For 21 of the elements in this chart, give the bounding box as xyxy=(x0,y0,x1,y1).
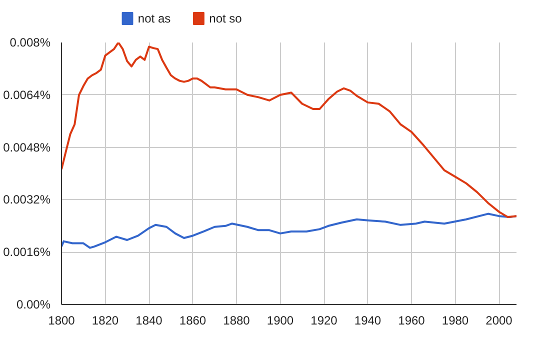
line-series xyxy=(62,42,516,218)
y-tick-label: 0.0064% xyxy=(3,88,51,102)
y-tick-label: 0.008% xyxy=(10,36,51,50)
x-tick-label: 1880 xyxy=(223,314,250,328)
x-tick-label: 1940 xyxy=(354,314,382,328)
x-tick-label: 2000 xyxy=(486,314,513,328)
x-tick-label: 1900 xyxy=(266,314,294,328)
x-tick-label: 1980 xyxy=(442,314,469,328)
x-tick-label: 1800 xyxy=(48,314,76,328)
line-series xyxy=(62,212,516,249)
x-tick-label: 1920 xyxy=(310,314,338,328)
y-tick-label: 0.00% xyxy=(16,298,51,312)
y-tick-label: 0.0032% xyxy=(3,192,51,207)
legend-label: not so xyxy=(209,12,242,26)
x-tick-label: 1960 xyxy=(398,314,426,328)
y-tick-label: 0.0048% xyxy=(3,140,51,154)
x-tick-label: 1840 xyxy=(136,314,163,328)
x-tick-label: 1860 xyxy=(179,314,206,328)
legend-label: not as xyxy=(138,12,171,26)
y-tick-label: 0.0016% xyxy=(3,245,51,260)
x-tick-label: 1820 xyxy=(92,314,119,328)
